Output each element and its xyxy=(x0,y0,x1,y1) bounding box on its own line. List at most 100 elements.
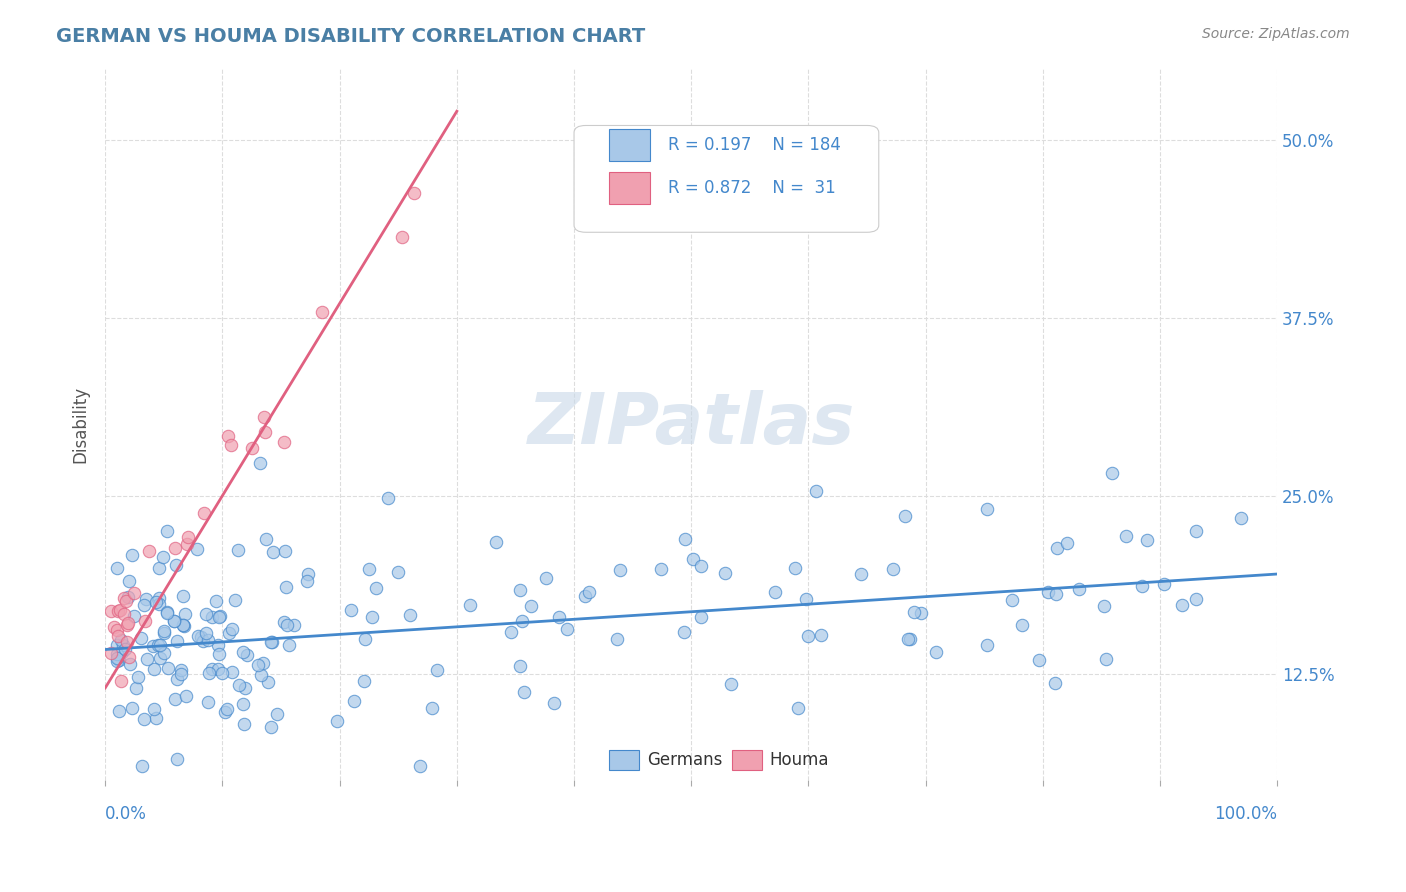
Point xyxy=(198,665,221,680)
Point xyxy=(172,618,194,632)
FancyBboxPatch shape xyxy=(574,126,879,232)
Point xyxy=(136,651,159,665)
Point xyxy=(153,646,176,660)
Point xyxy=(111,645,134,659)
Text: Houma: Houma xyxy=(769,751,830,769)
Point xyxy=(124,586,146,600)
Point xyxy=(193,506,215,520)
Point xyxy=(1046,541,1069,556)
Point xyxy=(166,634,188,648)
Point xyxy=(156,605,179,619)
Point xyxy=(145,711,167,725)
Point xyxy=(221,665,243,680)
Point xyxy=(1115,529,1137,543)
Point xyxy=(232,697,254,711)
Point xyxy=(156,524,179,538)
Point xyxy=(226,542,249,557)
Point xyxy=(221,623,243,637)
Point xyxy=(105,651,128,665)
Point xyxy=(118,649,141,664)
Point xyxy=(186,541,208,556)
Point xyxy=(107,629,129,643)
Point xyxy=(283,618,305,632)
Point xyxy=(276,617,298,632)
Point xyxy=(794,592,817,607)
Point xyxy=(574,589,596,603)
Point xyxy=(1056,536,1078,550)
Point xyxy=(194,607,217,621)
Point xyxy=(197,632,219,647)
FancyBboxPatch shape xyxy=(733,750,762,770)
Point xyxy=(176,689,198,703)
Point xyxy=(763,585,786,599)
Point xyxy=(976,502,998,516)
Point xyxy=(153,625,176,640)
Point xyxy=(804,483,827,498)
Point xyxy=(357,561,380,575)
Point xyxy=(274,543,297,558)
Point xyxy=(105,647,128,661)
Point xyxy=(193,634,215,648)
Point xyxy=(606,632,628,646)
Point xyxy=(543,696,565,710)
Point xyxy=(205,594,228,608)
Point xyxy=(366,581,388,595)
Point xyxy=(235,681,257,695)
Point xyxy=(420,700,443,714)
Text: ZIPatlas: ZIPatlas xyxy=(527,390,855,459)
Point xyxy=(153,624,176,638)
Point xyxy=(253,425,276,439)
Point xyxy=(256,675,278,690)
Point xyxy=(266,706,288,721)
Point xyxy=(105,638,128,652)
Point xyxy=(135,592,157,607)
Point xyxy=(513,685,536,699)
Point xyxy=(797,629,820,643)
Point xyxy=(510,615,533,629)
Point xyxy=(1185,524,1208,538)
Point xyxy=(131,759,153,773)
Point xyxy=(118,657,141,672)
Point xyxy=(340,603,363,617)
Point xyxy=(110,673,132,688)
Point xyxy=(142,702,165,716)
Point xyxy=(208,608,231,623)
Point xyxy=(277,639,299,653)
Point xyxy=(176,537,198,551)
Point xyxy=(148,597,170,611)
Point xyxy=(169,664,191,678)
Text: R = 0.197    N = 184: R = 0.197 N = 184 xyxy=(668,136,841,154)
Text: 100.0%: 100.0% xyxy=(1215,805,1277,823)
Point xyxy=(260,635,283,649)
Point xyxy=(325,714,347,728)
Point xyxy=(1153,577,1175,591)
Point xyxy=(138,543,160,558)
Point xyxy=(499,624,522,639)
Point xyxy=(108,704,131,718)
Point xyxy=(208,610,231,624)
Point xyxy=(882,562,904,576)
Point xyxy=(274,580,297,594)
Point xyxy=(112,638,135,652)
Point xyxy=(650,562,672,576)
Point xyxy=(201,610,224,624)
Point xyxy=(484,535,506,549)
Point xyxy=(787,701,810,715)
Point xyxy=(217,429,239,443)
Point xyxy=(1229,510,1251,524)
Point xyxy=(215,702,238,716)
Point xyxy=(112,607,135,622)
Point xyxy=(221,438,243,452)
Point xyxy=(1028,653,1050,667)
Point xyxy=(115,634,138,648)
Point xyxy=(121,549,143,563)
FancyBboxPatch shape xyxy=(609,750,638,770)
Point xyxy=(197,695,219,709)
Point xyxy=(1171,598,1194,612)
Point xyxy=(673,532,696,546)
Point xyxy=(177,531,200,545)
Point xyxy=(377,491,399,506)
Point xyxy=(360,609,382,624)
Point xyxy=(578,585,600,599)
Point xyxy=(170,667,193,681)
